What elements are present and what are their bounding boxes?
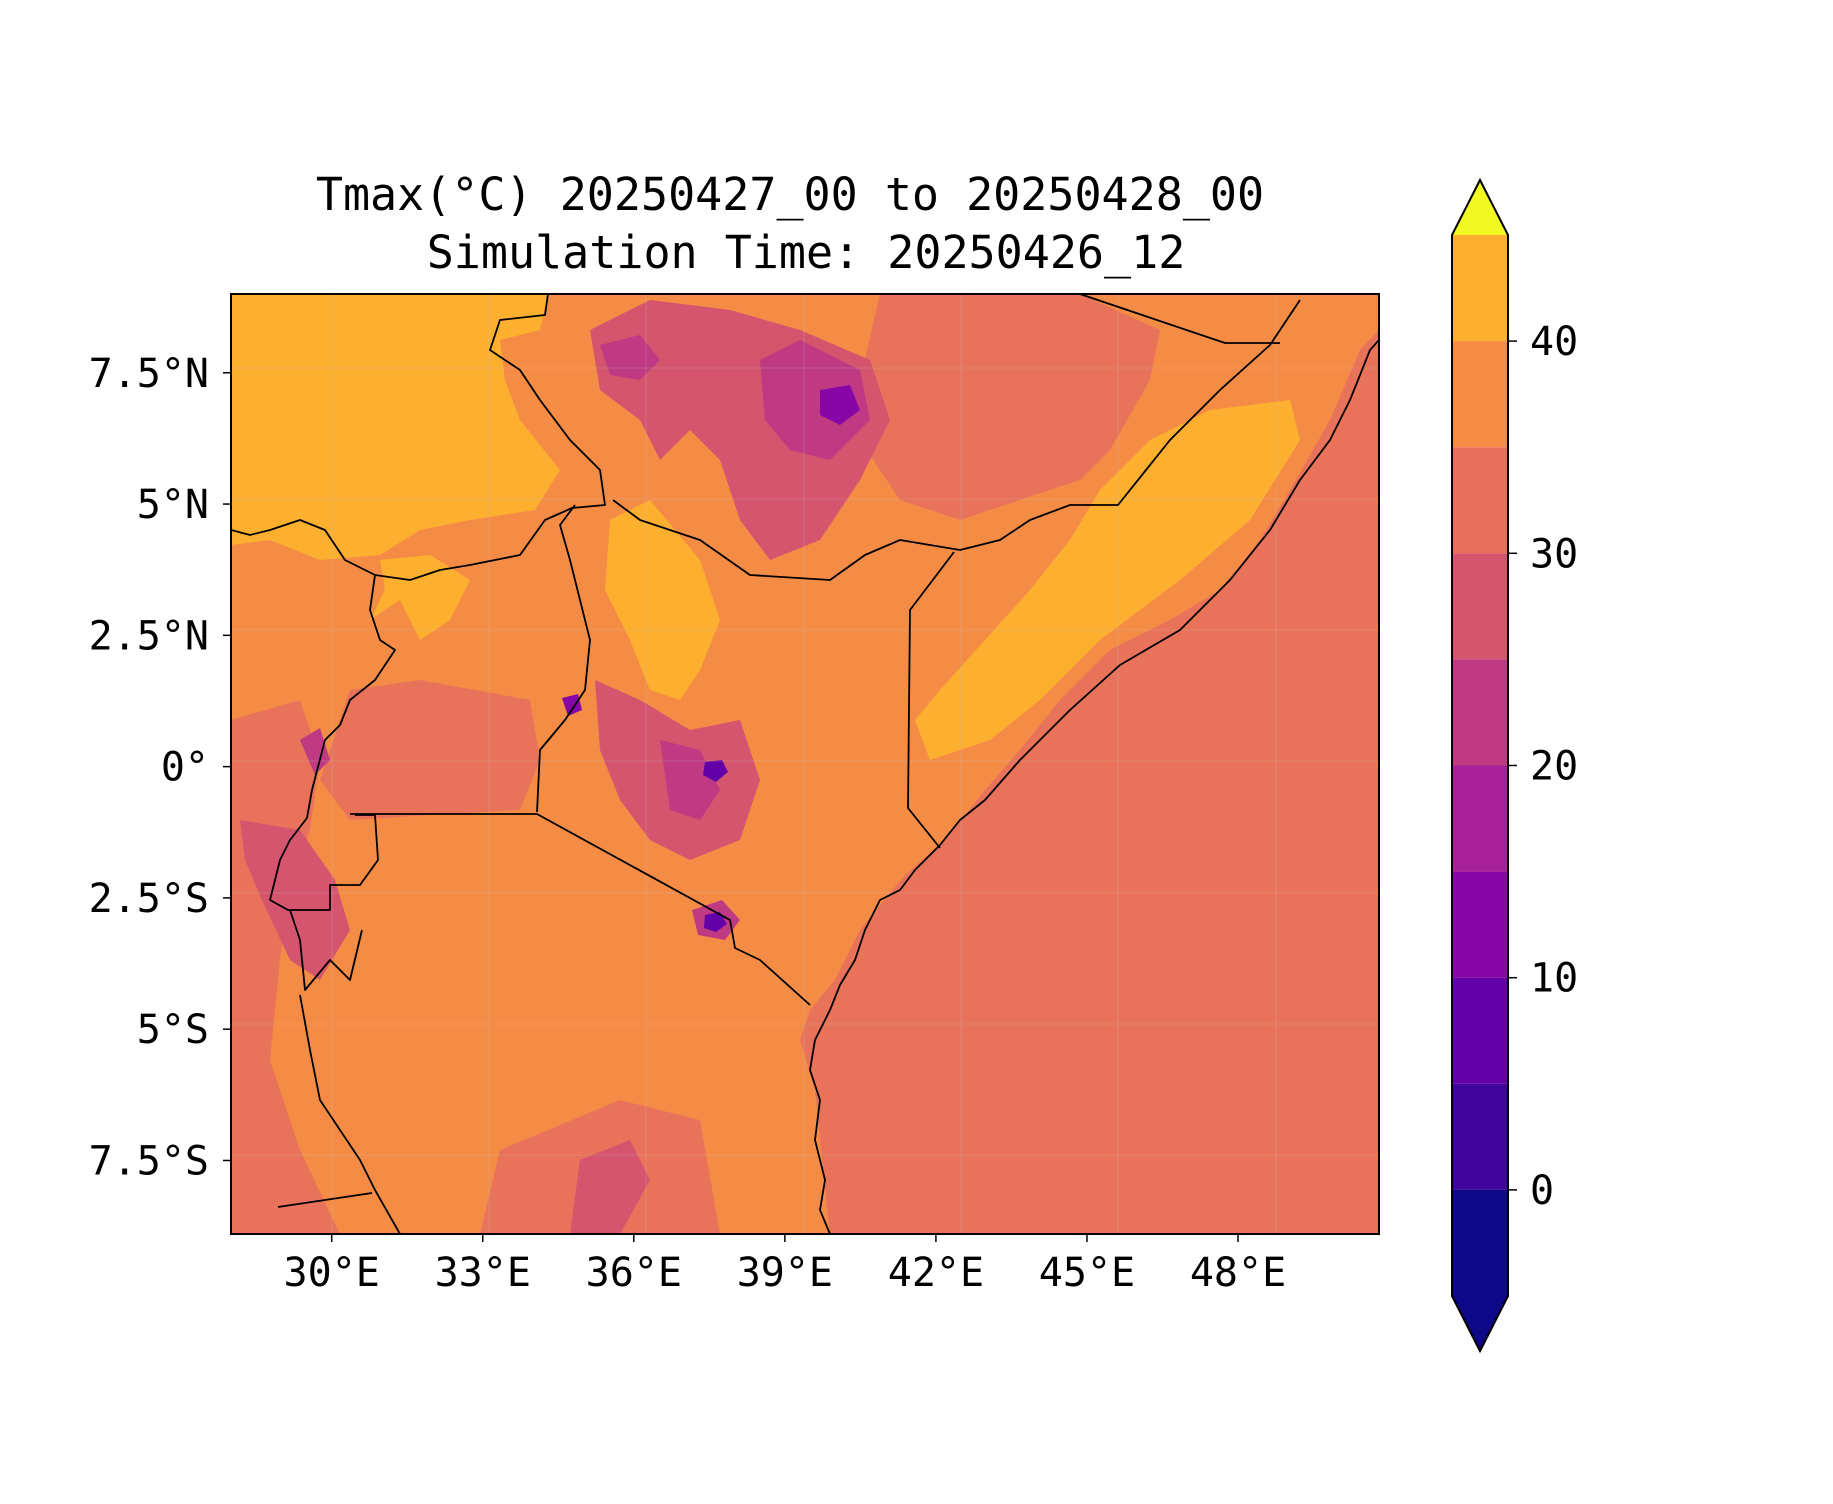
highland-elgon	[562, 694, 582, 716]
gridlines	[231, 294, 1379, 1234]
colorbar-bin	[1452, 1189, 1508, 1296]
border-south-sudan	[231, 294, 606, 581]
highland-tanzania-south	[570, 1140, 650, 1234]
lat-tick-label: 7.5°S	[89, 1138, 209, 1184]
lat-axis: 7.5°N 5°N 2.5°N 0° 2.5°S 5°S 7.5°S	[89, 351, 231, 1184]
lon-tick-label: 42°E	[888, 1250, 984, 1296]
colorbar-bin	[1452, 341, 1508, 448]
colorbar-extend-min	[1452, 1296, 1508, 1351]
highland-rwenzori	[300, 728, 330, 775]
map-frame	[230, 293, 1380, 1235]
border-coast	[809, 339, 1379, 1234]
warm-region-ethiopia-east	[860, 294, 1160, 520]
highland-ethiopia-west	[600, 335, 660, 380]
warm-region-lake-victoria	[320, 680, 540, 820]
hot-region-south-sudan	[231, 294, 560, 560]
lon-tick-label: 48°E	[1190, 1250, 1286, 1296]
colorbar-tick-label: 0	[1530, 1168, 1554, 1214]
colorbar-bin	[1452, 659, 1508, 766]
border-tanzania-west	[289, 909, 363, 991]
border-zambia-tanzania	[277, 1192, 373, 1208]
colorbar-bin	[1452, 235, 1508, 342]
colorbar-tick-label: 40	[1530, 319, 1578, 365]
colorbar-tick-label: 30	[1530, 531, 1578, 577]
highland-rwanda-burundi	[240, 820, 350, 980]
lat-tick-label: 2.5°S	[89, 876, 209, 922]
map-panel	[231, 294, 1379, 1234]
border-lake-victoria-south	[350, 813, 811, 1006]
colorbar: 40 30 20 10 0	[1451, 177, 1578, 1354]
colorbar-outline	[1451, 177, 1509, 1354]
chart-title-line2: Simulation Time: 20250426_12	[427, 226, 1186, 279]
colorbar-bin	[1452, 765, 1508, 872]
lat-tick-label: 5°S	[137, 1007, 209, 1053]
border-uganda-kenya	[536, 504, 591, 813]
border-kenya-somalia	[907, 551, 955, 849]
hot-region-uganda-north	[370, 555, 470, 640]
border-somalia-north	[1079, 294, 1280, 344]
lon-tick-label: 45°E	[1039, 1250, 1135, 1296]
lon-tick-label: 33°E	[435, 1250, 531, 1296]
lon-tick-label: 39°E	[737, 1250, 833, 1296]
hot-region-turkana	[605, 500, 720, 700]
border-uganda-west	[306, 574, 396, 819]
colorbar-tick-label: 10	[1530, 956, 1578, 1002]
colorbar-bin	[1452, 977, 1508, 1084]
highland-kenya-15-20	[660, 740, 720, 820]
highland-kilimanjaro	[704, 912, 727, 932]
country-borders	[231, 294, 1379, 1234]
lat-tick-label: 2.5°N	[89, 613, 209, 659]
chart-title-line1: Tmax(°C) 20250427_00 to 20250428_00	[316, 168, 1264, 221]
border-tanzania-lake	[299, 994, 401, 1234]
colorbar-bin	[1452, 553, 1508, 660]
lon-axis: 30°E 33°E 36°E 39°E 42°E 45°E 48°E	[284, 1234, 1286, 1296]
lon-tick-label: 36°E	[586, 1250, 682, 1296]
lat-tick-label: 5°N	[137, 482, 209, 528]
hot-region-somalia	[915, 400, 1300, 760]
lat-tick-label: 0°	[161, 745, 209, 791]
colorbar-extend-max	[1452, 180, 1508, 235]
highland-ethiopia-10-15	[820, 385, 860, 425]
highland-ethiopia-15-20	[760, 340, 870, 460]
highland-mtkenya	[703, 760, 728, 782]
ocean-region	[800, 330, 1379, 1234]
lon-tick-label: 30°E	[284, 1250, 380, 1296]
colorbar-tick-label: 20	[1530, 744, 1578, 790]
border-ethiopia-south	[612, 299, 1301, 581]
colorbar-bin	[1452, 871, 1508, 978]
border-rwanda-burundi	[269, 814, 379, 911]
colorbar-bin	[1452, 447, 1508, 554]
lat-tick-label: 7.5°N	[89, 351, 209, 397]
colorbar-bin	[1452, 1083, 1508, 1190]
